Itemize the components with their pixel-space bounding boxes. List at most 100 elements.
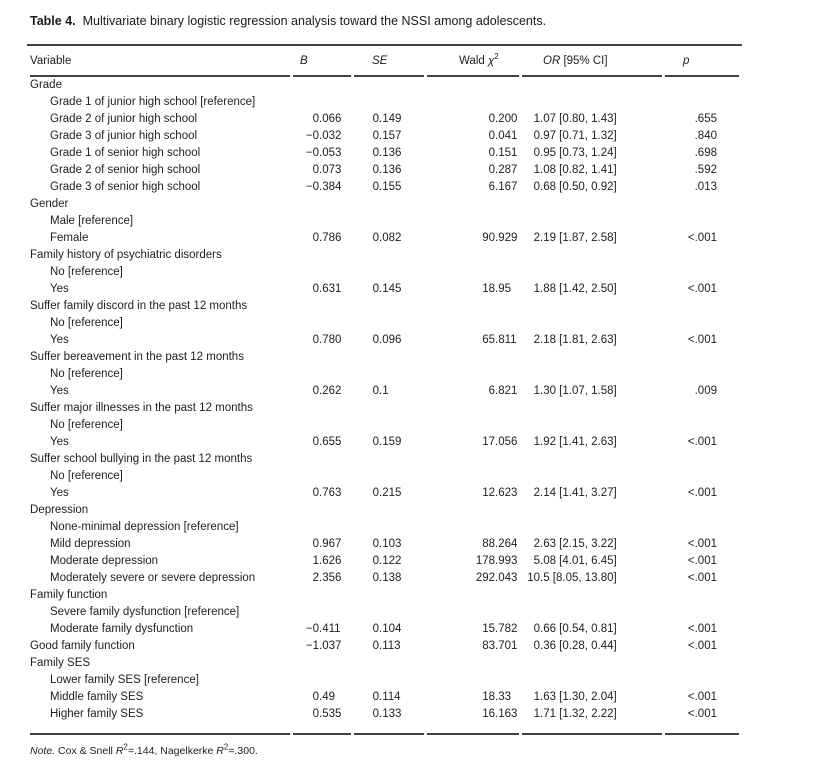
cell-or: 1.92 [1.41, 2.63] <box>522 434 662 451</box>
value-fraction-part: .07 [0.80, 1.43] <box>540 113 617 125</box>
value-integer-part: 65 <box>482 334 495 346</box>
cell-b <box>293 655 351 672</box>
value-fraction-part: .63 [1.30, 2.04] <box>540 691 617 703</box>
cell-or: 0.68 [0.50, 0.92] <box>522 179 662 196</box>
cell-b <box>293 196 351 213</box>
bottom-rule-row <box>30 723 739 735</box>
value-fraction-part: .155 <box>379 181 402 193</box>
value-fraction-part: .096 <box>379 334 402 346</box>
value-integer-part: 0 <box>372 147 379 159</box>
cell-se: 0.082 <box>354 230 424 247</box>
data-row: Higher family SES 0.535 0.133 16.163 1.71 [1… <box>30 706 739 723</box>
label-row: Family function <box>30 587 739 604</box>
cell-variable: Grade 3 of senior high school <box>50 181 201 193</box>
cell-b <box>293 451 351 468</box>
value-integer-part: 0 <box>372 538 379 550</box>
cell-variable: Family function <box>30 589 108 601</box>
label-row: No [reference] <box>30 468 739 485</box>
cell-variable: Family SES <box>30 657 91 669</box>
value-integer-part: 0 <box>488 147 495 159</box>
cell-b <box>293 213 351 230</box>
data-row: Grade 1 of senior high school −0.053 0.136… <box>30 145 739 162</box>
cell-b <box>293 366 351 383</box>
value-fraction-part: .113 <box>379 640 401 652</box>
italic-text: χ <box>487 54 495 67</box>
cell-or <box>522 94 662 111</box>
cell-b <box>293 247 351 264</box>
cell-wald: 16.163 <box>427 706 519 723</box>
cell-p: .840 <box>694 130 717 142</box>
cell-or <box>522 213 662 230</box>
label-row: Suffer school bullying in the past 12 mo… <box>30 451 739 468</box>
cell-se <box>354 196 424 213</box>
cell-b: 0.763 <box>293 485 351 502</box>
value-fraction-part: .264 <box>495 538 518 550</box>
data-row: Good family function −1.037 0.113 83.701 0.3… <box>30 638 739 655</box>
value-integer-part: 0 <box>312 164 319 176</box>
cell-wald <box>427 247 519 264</box>
cell-variable: Grade 2 of senior high school <box>50 164 201 176</box>
superscript-text: 2 <box>494 51 499 61</box>
table-header: Variable B SE Wald χ2 OR [95% CI] p <box>30 46 739 77</box>
cell-variable: Yes <box>50 283 69 295</box>
value-integer-part: 0 <box>312 232 319 244</box>
value-fraction-part: .262 <box>319 385 342 397</box>
data-row: Yes 0.631 0.145 18.95 1.88 [1.42, 2.50] <.001 <box>30 281 739 298</box>
cell-variable: Yes <box>50 385 69 397</box>
label-row: Severe family dysfunction [reference] <box>30 604 739 621</box>
value-fraction-part: .167 <box>495 181 518 193</box>
note-label: Note. <box>30 745 56 757</box>
table-note: Note. Cox & Snell R2=.144, Nagelkerke R2… <box>30 743 818 758</box>
value-integer-part: 0 <box>312 691 319 703</box>
cell-p <box>665 417 739 434</box>
value-integer-part: 2 <box>533 487 540 499</box>
value-integer-part: 6 <box>488 385 495 397</box>
value-integer-part: 178 <box>475 555 495 567</box>
cell-se: 0.145 <box>354 281 424 298</box>
value-fraction-part: .037 <box>319 640 342 652</box>
value-fraction-part: .30 [1.07, 1.58] <box>540 385 617 397</box>
cell-variable: Middle family SES <box>50 691 144 703</box>
cell-b: 0.066 <box>293 111 351 128</box>
cell-p: <.001 <box>687 708 717 720</box>
value-integer-part: −0 <box>305 147 319 159</box>
label-row: No [reference] <box>30 366 739 383</box>
value-integer-part: 0 <box>372 385 379 397</box>
cell-se: 0.122 <box>354 553 424 570</box>
cell-se <box>354 655 424 672</box>
column-header-se: SE <box>354 46 424 77</box>
cell-or: 1.08 [0.82, 1.41] <box>522 162 662 179</box>
value-integer-part: 0 <box>372 487 379 499</box>
cell-wald <box>427 349 519 366</box>
value-integer-part: 0 <box>372 691 379 703</box>
cell-variable: No [reference] <box>50 317 123 329</box>
cell-wald: 0.200 <box>427 111 519 128</box>
label-row: Gender <box>30 196 739 213</box>
cell-se <box>354 451 424 468</box>
value-fraction-part: .782 <box>495 623 518 635</box>
value-fraction-part: .159 <box>379 436 402 448</box>
cell-p: .592 <box>694 164 717 176</box>
value-integer-part: 0 <box>372 436 379 448</box>
label-row: Lower family SES [reference] <box>30 672 739 689</box>
data-row: Grade 3 of senior high school −0.384 0.155… <box>30 179 739 196</box>
value-fraction-part: .811 <box>495 334 517 346</box>
value-fraction-part: .623 <box>495 487 518 499</box>
cell-wald <box>427 451 519 468</box>
cell-se: 0.104 <box>354 621 424 638</box>
value-fraction-part: .032 <box>319 130 342 142</box>
value-fraction-part: .08 [0.82, 1.41] <box>540 164 617 176</box>
value-fraction-part: .97 [0.71, 1.32] <box>540 130 617 142</box>
cell-b <box>293 672 351 689</box>
cell-b: −0.053 <box>293 145 351 162</box>
cell-or <box>522 655 662 672</box>
cell-wald: 178.993 <box>427 553 519 570</box>
cell-or: 1.88 [1.42, 2.50] <box>522 281 662 298</box>
value-integer-part: 0 <box>372 283 379 295</box>
cell-b: 0.631 <box>293 281 351 298</box>
value-integer-part: 1 <box>533 691 540 703</box>
value-fraction-part: .151 <box>495 147 518 159</box>
plain-text: Variable <box>30 54 72 67</box>
data-row: Female 0.786 0.082 90.929 2.19 [1.87, 2.58] <… <box>30 230 739 247</box>
label-row: Suffer bereavement in the past 12 months <box>30 349 739 366</box>
